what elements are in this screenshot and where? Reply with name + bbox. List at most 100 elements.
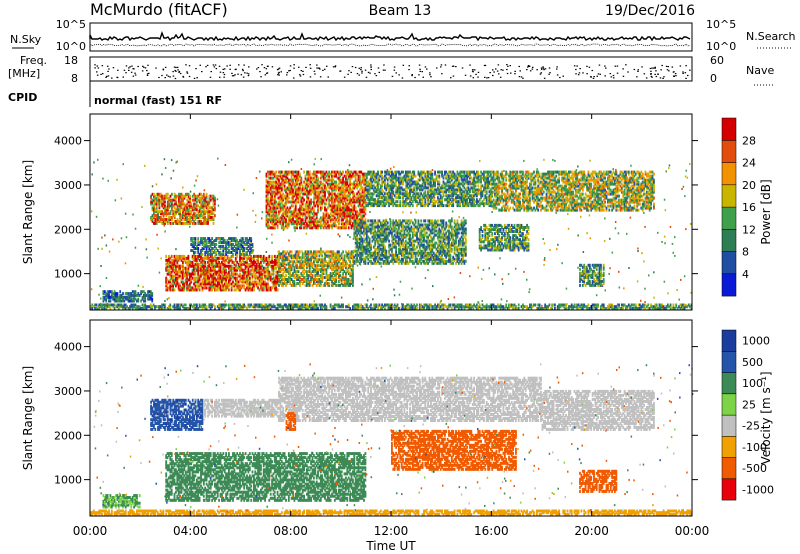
echo-cell-4 xyxy=(301,208,304,212)
echo-cell-1 xyxy=(187,208,190,212)
echo-cell-1 xyxy=(189,206,191,210)
echo-cell-4 xyxy=(361,174,364,178)
echo-cell-3 xyxy=(236,241,239,245)
echo-cell-2 xyxy=(170,262,173,266)
echo-cell-6 xyxy=(368,249,371,253)
echo-cell-4 xyxy=(282,182,285,186)
echo-cell-6 xyxy=(374,259,377,263)
echo-cell-2 xyxy=(200,270,202,274)
echo-cell-4 xyxy=(301,222,304,226)
echo-cell-4 xyxy=(314,180,317,184)
echo-cell-4 xyxy=(313,176,315,180)
echo-cell-2 xyxy=(276,260,279,264)
echo-cell-1 xyxy=(165,218,168,221)
echo-cell-5 xyxy=(311,274,314,278)
echo-cell-2 xyxy=(240,286,243,290)
echo-cell-4 xyxy=(346,222,349,226)
echo-cell-2 xyxy=(176,280,179,284)
echo-cell-6 xyxy=(413,229,416,233)
echo-cell-4 xyxy=(340,218,343,222)
echo-cell-5 xyxy=(313,278,315,281)
echo-cell-4 xyxy=(300,176,303,180)
echo-cell-3 xyxy=(247,245,250,248)
freq-trace-point xyxy=(509,65,511,67)
echo-cell-4 xyxy=(346,202,349,206)
echo-cell-6 xyxy=(395,257,398,261)
echo-cell-5 xyxy=(333,252,336,256)
echo-cell-2 xyxy=(214,266,216,270)
echo-cell-1 xyxy=(179,208,182,212)
echo-cell-3 xyxy=(215,252,218,256)
echo-cell-6 xyxy=(409,257,411,261)
echo-cell-5 xyxy=(282,274,285,278)
echo-cell-6 xyxy=(381,251,384,255)
echo-cell-6 xyxy=(386,235,389,239)
freq-trace-point xyxy=(144,67,147,69)
echo-cell-5 xyxy=(347,264,350,268)
echo-cell-1 xyxy=(178,208,180,212)
echo-cell-5 xyxy=(332,276,335,280)
echo-cell-2 xyxy=(173,280,176,284)
echo-cell-5 xyxy=(301,278,304,281)
echo-cell-2 xyxy=(208,282,211,286)
echo-cell-1 xyxy=(158,194,161,198)
echo-cell-4 xyxy=(276,224,279,228)
echo-cell-3 xyxy=(246,247,248,250)
echo-cell-0 xyxy=(108,297,110,301)
echo-cell-4 xyxy=(269,210,272,214)
echo-cell-4 xyxy=(280,208,283,212)
echo-cell-3 xyxy=(200,241,202,245)
echo-cell-2 xyxy=(176,260,179,264)
freq-trace-point xyxy=(107,70,109,72)
echo-cell-6 xyxy=(403,253,406,257)
echo-cell-6 xyxy=(425,251,428,255)
echo-cell-4 xyxy=(347,202,350,206)
echo-cell-4 xyxy=(278,218,280,222)
echo-cell-3 xyxy=(218,245,221,248)
echo-cell-5 xyxy=(324,254,326,258)
echo-cell-3 xyxy=(229,243,232,246)
echo-cell-4 xyxy=(338,176,340,180)
echo-cell-2 xyxy=(254,282,257,286)
echo-cell-2 xyxy=(170,274,173,278)
echo-cell-5 xyxy=(326,250,329,254)
echo-cell-6 xyxy=(377,251,379,255)
echo-cell-6 xyxy=(385,257,388,261)
echo-cell-2 xyxy=(180,288,183,292)
echo-cell-2 xyxy=(229,264,232,268)
echo-cell-4 xyxy=(356,184,359,188)
echo-cell-2 xyxy=(214,254,216,258)
echo-cell-2 xyxy=(222,284,225,288)
echo-cell-3 xyxy=(215,243,218,246)
echo-cell-5 xyxy=(322,276,325,280)
echo-cell-4 xyxy=(357,214,360,218)
echo-cell-5 xyxy=(342,283,345,287)
echo-cell-4 xyxy=(322,184,325,188)
echo-cell-1 xyxy=(162,212,165,216)
echo-cell-5 xyxy=(313,280,315,283)
echo-cell-1 xyxy=(154,194,157,198)
freq-trace-point xyxy=(518,76,521,78)
echo-cell-2 xyxy=(265,286,268,290)
echo-cell-5 xyxy=(307,276,310,280)
echo-cell-5 xyxy=(294,252,297,256)
echo-cell-5 xyxy=(289,266,292,270)
echo-cell-4 xyxy=(308,214,311,218)
echo-cell-4 xyxy=(358,226,361,230)
echo-cell-5 xyxy=(280,274,283,278)
echo-cell-4 xyxy=(289,210,292,214)
echo-cell-6 xyxy=(395,231,398,235)
echo-cell-1 xyxy=(180,204,183,208)
echo-cell-4 xyxy=(345,220,347,224)
echo-cell-5 xyxy=(283,276,286,280)
echo-cell-6 xyxy=(382,259,385,263)
echo-cell-0 xyxy=(102,290,105,294)
echo-cell-4 xyxy=(297,194,300,198)
echo-cell-6 xyxy=(391,257,393,261)
echo-cell-2 xyxy=(261,288,264,292)
freq-trace-point xyxy=(347,73,349,75)
echo-cell-5 xyxy=(352,256,354,260)
echo-cell-6 xyxy=(391,231,393,235)
echo-cell-2 xyxy=(200,256,202,260)
echo-cell-5 xyxy=(287,264,290,268)
